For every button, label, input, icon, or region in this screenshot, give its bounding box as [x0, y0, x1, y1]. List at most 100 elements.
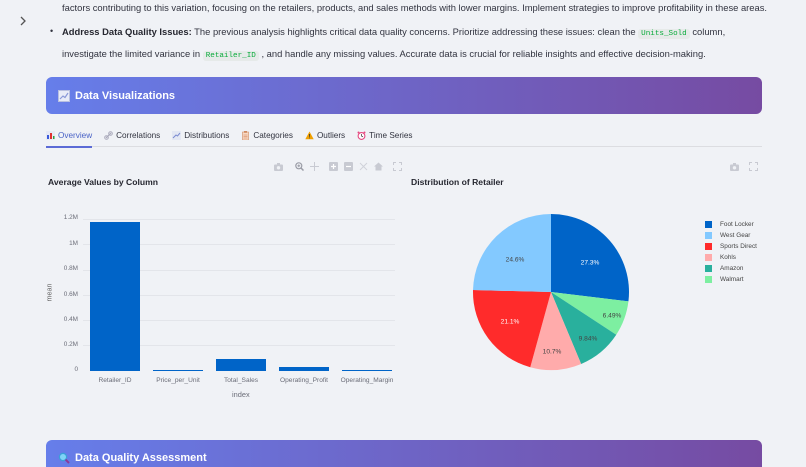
fullscreen-icon[interactable]: [393, 162, 402, 171]
magnifying-glass-icon: [58, 452, 70, 464]
section-title: Data Visualizations: [75, 89, 176, 102]
tab-distributions[interactable]: Distributions: [172, 125, 229, 146]
gridline: [83, 244, 395, 245]
legend-item-kohls[interactable]: Kohls: [705, 252, 757, 263]
fullscreen-icon[interactable]: [749, 162, 758, 171]
camera-icon[interactable]: [730, 162, 739, 171]
legend-label: Kohls: [720, 254, 736, 261]
bar-chart-icon: [46, 131, 55, 140]
pie-chart-modebar: [730, 162, 758, 171]
tab-label: Correlations: [116, 131, 161, 140]
y-tick: 0.2M: [63, 341, 78, 348]
code-retailer-id: Retailer_ID: [202, 51, 259, 61]
legend-swatch: [705, 221, 712, 228]
x-tick: Retailer_ID: [98, 377, 132, 384]
tab-outliers[interactable]: Outliers: [305, 125, 345, 146]
bullet-text: Address Data Quality Issues: The previou…: [62, 22, 762, 66]
pie-label: 24.6%: [505, 256, 525, 264]
legend-label: Amazon: [720, 265, 744, 272]
pie-slice-foot-locker[interactable]: [551, 214, 630, 302]
pie-label: 10.7%: [542, 348, 562, 356]
tab-time-series[interactable]: Time Series: [357, 125, 413, 146]
tab-categories[interactable]: Categories: [241, 125, 293, 146]
zoom-in-icon[interactable]: [329, 162, 338, 171]
pie-slice-kohls[interactable]: [530, 292, 582, 371]
legend-label: Walmart: [720, 276, 744, 283]
chart-increasing-icon: [172, 131, 182, 140]
tab-label: Outliers: [316, 131, 346, 140]
recommendation-paragraph: factors contributing to this variation, …: [62, 2, 768, 13]
y-tick: 0.4M: [63, 316, 78, 323]
autoscale-icon[interactable]: [359, 162, 368, 171]
legend-swatch: [705, 276, 712, 283]
legend-swatch: [705, 265, 712, 272]
link-icon: [104, 131, 113, 140]
visualization-tabs: Overview Correlations Distributions Cate…: [46, 125, 762, 148]
x-tick: Price_per_Unit: [156, 377, 200, 384]
zoom-icon[interactable]: [295, 162, 304, 171]
legend-label: Sports Direct: [720, 243, 757, 250]
clipboard-icon: [241, 131, 250, 140]
chart-increasing-icon: [58, 89, 70, 102]
x-axis-label: index: [232, 390, 250, 399]
bullet-title: Address Data Quality Issues:: [62, 26, 192, 37]
y-tick: 1M: [69, 240, 78, 247]
tab-label: Distributions: [184, 131, 230, 140]
pan-icon[interactable]: [310, 162, 319, 171]
tab-overview[interactable]: Overview: [46, 125, 93, 148]
data-quality-header: Data Quality Assessment: [46, 440, 762, 467]
x-tick: Total_Sales: [223, 377, 259, 384]
gridline: [83, 345, 395, 346]
y-tick: 0: [74, 366, 78, 373]
data-visualizations-header: Data Visualizations: [46, 77, 762, 114]
bar-total-sales[interactable]: [216, 359, 266, 371]
pie-slice-sports-direct[interactable]: [472, 290, 551, 368]
tab-label: Time Series: [369, 131, 413, 140]
pie-slice-west-gear[interactable]: [473, 214, 551, 292]
tab-label: Overview: [58, 131, 93, 140]
legend-item-walmart[interactable]: Walmart: [705, 274, 757, 285]
bullet-text-part: The previous analysis highlights critica…: [191, 26, 639, 37]
x-tick: Operating_Profit: [279, 377, 328, 384]
chevron-right-icon: [20, 16, 26, 26]
pie-slice-amazon[interactable]: [551, 292, 617, 364]
bar-chart-title: Average Values by Column: [48, 177, 159, 187]
camera-icon[interactable]: [274, 162, 283, 171]
tab-label: Categories: [253, 131, 293, 140]
tab-correlations[interactable]: Correlations: [104, 125, 160, 146]
x-tick: Operating_Margin: [340, 377, 394, 384]
gridline: [83, 270, 395, 271]
sidebar-expand-button[interactable]: [19, 15, 31, 29]
section-title: Data Quality Assessment: [75, 452, 207, 464]
y-tick: 1.2M: [63, 214, 78, 221]
bar-price-per-unit[interactable]: [153, 370, 203, 371]
legend-item-sports-direct[interactable]: Sports Direct: [705, 241, 757, 252]
pie-chart: 27.3% 24.6% 21.1% 10.7% 9.84% 6.49%: [472, 213, 630, 371]
bar-retailer-id[interactable]: [90, 222, 140, 371]
legend-swatch: [705, 243, 712, 250]
code-units-sold: Units_Sold: [638, 29, 690, 39]
gridline: [83, 295, 395, 296]
legend-item-west-gear[interactable]: West Gear: [705, 230, 757, 241]
legend-item-amazon[interactable]: Amazon: [705, 263, 757, 274]
pie-label: 27.3%: [580, 259, 600, 267]
pie-chart-title: Distribution of Retailer: [411, 177, 504, 187]
bar-operating-margin[interactable]: [342, 370, 392, 371]
pie-slice-walmart[interactable]: [551, 292, 629, 335]
warning-icon: [305, 131, 314, 140]
legend-swatch: [705, 254, 712, 261]
reset-axes-icon[interactable]: [374, 162, 383, 171]
legend-item-foot-locker[interactable]: Foot Locker: [705, 219, 757, 230]
gridline: [83, 320, 395, 321]
pie-label: 21.1%: [500, 318, 520, 326]
bar-operating-profit[interactable]: [279, 367, 329, 371]
pie-label: 6.49%: [602, 312, 622, 320]
legend-label: West Gear: [720, 232, 751, 239]
y-tick: 0.8M: [63, 265, 78, 272]
pie-legend: Foot Locker West Gear Sports Direct Kohl…: [705, 219, 757, 285]
bullet-text-part: column, investigate the limited variance…: [62, 26, 726, 59]
zoom-out-icon[interactable]: [344, 162, 353, 171]
pie-label: 9.84%: [578, 335, 598, 343]
recommendation-bullet: • Address Data Quality Issues: The previ…: [46, 22, 762, 66]
y-tick: 0.6M: [63, 291, 78, 298]
